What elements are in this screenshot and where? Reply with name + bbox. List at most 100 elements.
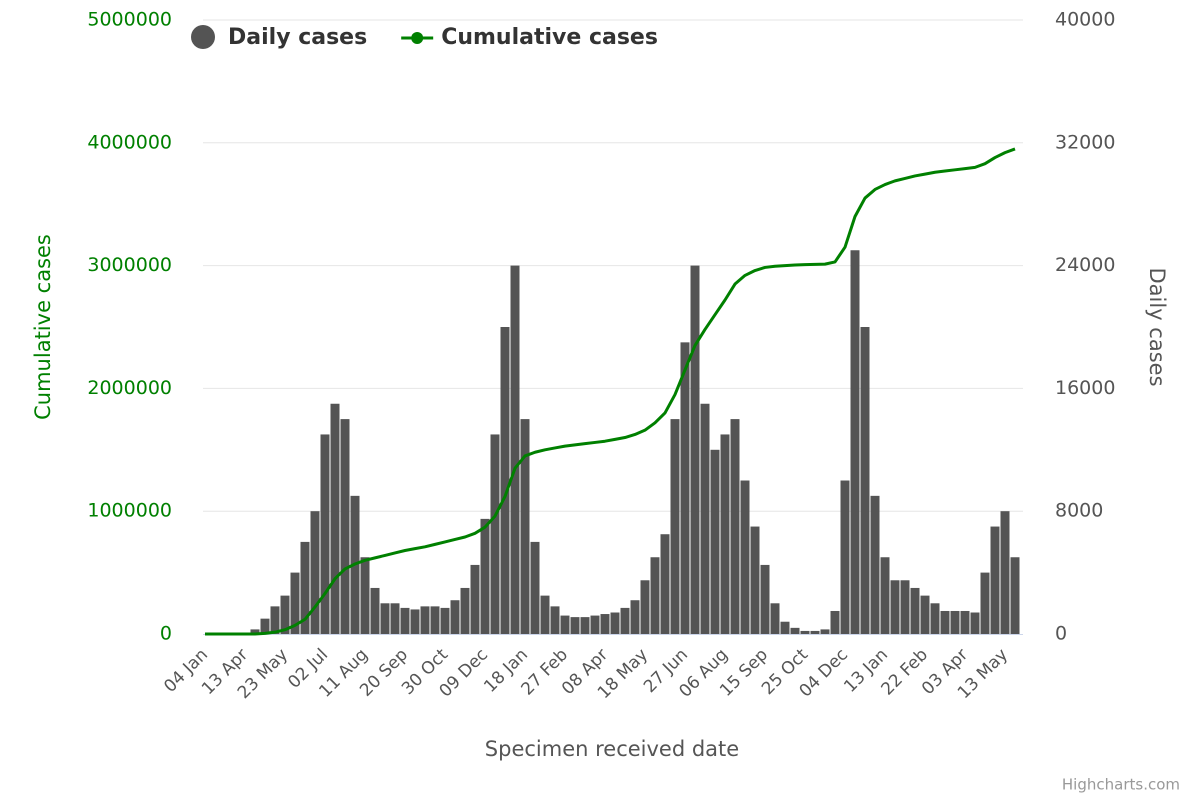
bar (270, 606, 280, 634)
bar (530, 541, 540, 634)
bar (660, 534, 670, 634)
bar (260, 618, 270, 634)
bar (380, 603, 390, 634)
bar (920, 595, 930, 634)
bar (740, 480, 750, 634)
bar (500, 327, 510, 634)
bar (300, 541, 310, 634)
bar (580, 617, 590, 634)
bar (910, 587, 920, 634)
bar (820, 629, 830, 634)
line (205, 147, 1016, 636)
bar (320, 434, 330, 634)
y-tick-label: 4000000 (87, 131, 172, 153)
bar (1000, 511, 1010, 634)
bar (290, 572, 300, 634)
bar (440, 607, 450, 634)
y-tick-label: 5000000 (87, 9, 172, 31)
bar (810, 630, 820, 634)
bar (930, 603, 940, 634)
bar (800, 630, 810, 634)
bar (510, 265, 520, 634)
y-tick-label: 1000000 (87, 500, 172, 522)
y-tick-label: 2000000 (87, 377, 172, 399)
bar (540, 595, 550, 634)
bar (690, 265, 700, 634)
y2-tick-label: 16000 (1055, 377, 1115, 399)
legend-symbol (411, 32, 424, 44)
bar (900, 580, 910, 634)
y2-tick-label: 40000 (1055, 9, 1115, 31)
legend-label: Daily cases (228, 25, 367, 50)
y2-tick-label: 24000 (1055, 254, 1115, 276)
bar (310, 511, 320, 634)
bar (770, 603, 780, 634)
bar (830, 610, 840, 634)
bar (890, 580, 900, 634)
bar (400, 607, 410, 634)
bar (390, 603, 400, 634)
y2-tick-label: 8000 (1055, 500, 1103, 522)
bar (700, 403, 710, 634)
legend-symbol (191, 25, 215, 49)
legend-item[interactable]: Daily cases (191, 25, 367, 50)
legend-item[interactable]: Cumulative cases (401, 25, 658, 50)
bar (360, 557, 370, 634)
bar (450, 600, 460, 634)
y2-axis-title: Daily cases (1145, 267, 1169, 386)
bar (370, 587, 380, 634)
bar (970, 612, 980, 634)
y-tick-label: 3000000 (87, 254, 172, 276)
bar (610, 612, 620, 634)
legend-label: Cumulative cases (441, 25, 658, 50)
bar (330, 403, 340, 634)
bar (280, 595, 290, 634)
y-axis-title: Cumulative cases (31, 234, 55, 420)
bar (990, 526, 1000, 634)
bar (940, 610, 950, 634)
bar (250, 629, 260, 634)
bar (1010, 557, 1020, 634)
bar (410, 609, 420, 634)
bar (710, 449, 720, 634)
bar (750, 526, 760, 634)
bar (680, 342, 690, 634)
bar (760, 564, 770, 634)
bar (480, 518, 490, 634)
bar (860, 327, 870, 634)
credits[interactable]: Highcharts.com (1062, 776, 1180, 794)
bar (640, 580, 650, 634)
bar (570, 617, 580, 634)
bar (850, 250, 860, 634)
bar (590, 615, 600, 634)
bar (630, 600, 640, 634)
bar (730, 419, 740, 634)
bar (840, 480, 850, 634)
bar (420, 606, 430, 634)
bar (470, 564, 480, 634)
bar (670, 419, 680, 634)
bar (490, 434, 500, 634)
bar (960, 610, 970, 634)
bar (430, 606, 440, 634)
y2-tick-label: 0 (1055, 623, 1067, 645)
bar (780, 621, 790, 634)
x-axis-title: Specimen received date (485, 737, 739, 761)
bar (550, 606, 560, 634)
bar (950, 610, 960, 634)
bar (650, 557, 660, 634)
bar (720, 434, 730, 634)
bar (460, 587, 470, 634)
bar (520, 419, 530, 634)
bar (870, 495, 880, 634)
bar (980, 572, 990, 634)
y2-tick-label: 32000 (1055, 131, 1115, 153)
bar (620, 607, 630, 634)
y-tick-label: 0 (160, 623, 172, 645)
bar (790, 627, 800, 634)
bar (340, 419, 350, 634)
bar (560, 615, 570, 634)
bar (880, 557, 890, 634)
bar (600, 614, 610, 634)
